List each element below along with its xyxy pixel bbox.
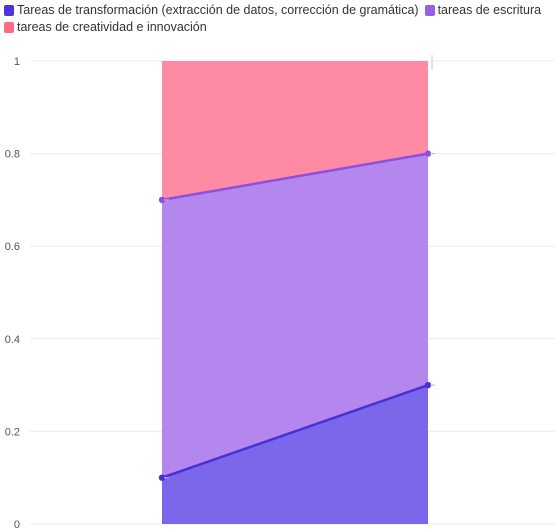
point-0-1 [424,381,432,389]
series-line-0 [161,383,429,479]
y-tick-label-4: 0.8 [5,149,20,161]
area-0 [162,385,428,524]
legend-item-creatividad[interactable]: tareas de creatividad e innovación [4,19,207,36]
y-tick-label-0: 0 [14,519,20,531]
legend-swatch-creatividad [4,22,14,33]
y-tick-label-1: 0.2 [5,426,20,438]
y-tick-label-2: 0.4 [5,334,20,346]
legend: Tareas de transformación (extracción de … [4,2,556,36]
legend-swatch-transformacion [4,5,14,16]
legend-label-creatividad: tareas de creatividad e innovación [17,20,207,34]
legend-item-transformacion[interactable]: Tareas de transformación (extracción de … [4,2,419,19]
legend-label-escritura: tareas de escritura [437,3,542,17]
series-line-1 [161,152,429,202]
legend-swatch-escritura [424,5,435,16]
y-tick-label-3: 0.6 [5,241,20,253]
legend-row-1: Tareas de transformación (extracción de … [4,2,556,19]
area-1 [162,153,428,478]
point-1-0 [158,196,166,204]
legend-row-2: tareas de creatividad e innovación [4,19,556,36]
legend-item-escritura[interactable]: tareas de escritura [424,2,542,19]
point-1-1 [424,150,432,157]
y-tick-label-5: 1 [14,56,20,68]
point-0-0 [158,474,166,481]
legend-label-transformacion: Tareas de transformación (extracción de … [17,3,419,17]
